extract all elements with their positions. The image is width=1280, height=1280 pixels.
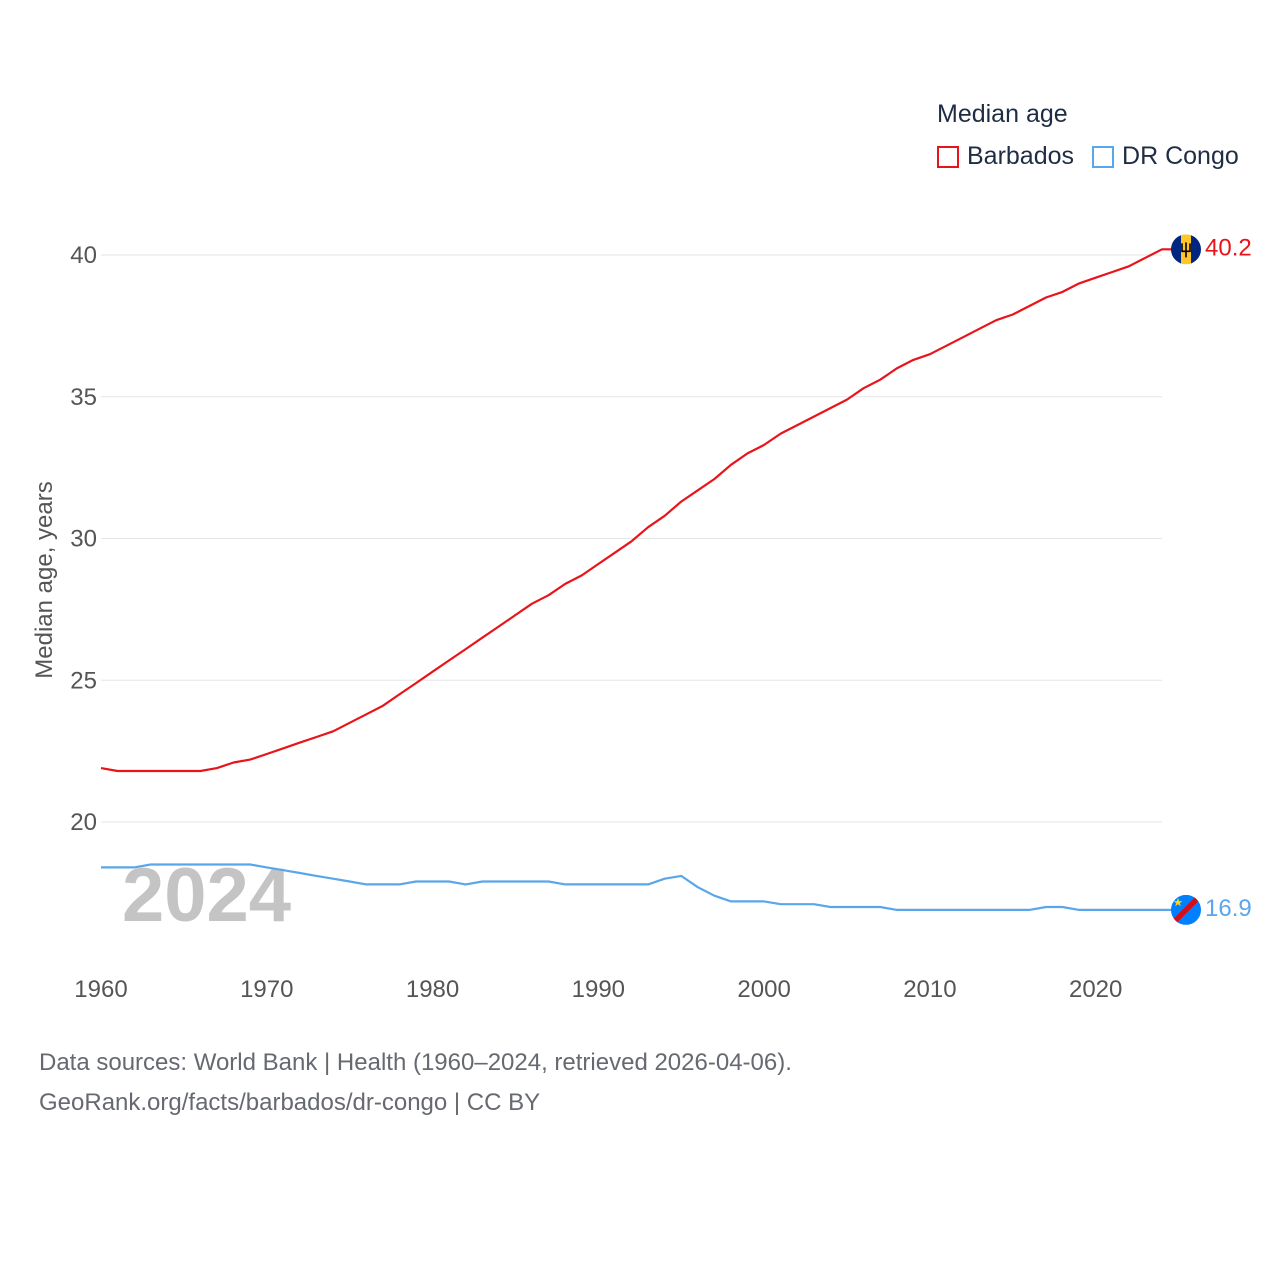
end-label-dr-congo: 16.9 (1205, 895, 1252, 922)
sources-line-2[interactable]: GeoRank.org/facts/barbados/dr-congo | CC… (39, 1089, 541, 1116)
dr-congo-flag-icon (1171, 894, 1201, 925)
sources-line-1: Data sources: World Bank | Health (1960–… (39, 1049, 792, 1076)
x-tick-label: 1960 (74, 976, 127, 1003)
y-axis-label: Median age, years (31, 481, 58, 678)
series-line-dr-congo[interactable] (101, 863, 1174, 912)
y-tick-label: 30 (70, 526, 97, 553)
x-tick-label: 1990 (572, 976, 625, 1003)
legend-swatch-barbados (937, 145, 959, 168)
x-tick-label: 2000 (737, 976, 790, 1003)
y-tick-label: 35 (70, 384, 97, 411)
legend-label-barbados: Barbados (967, 142, 1075, 170)
grid-lines (101, 254, 1162, 823)
y-tick-label: 20 (70, 809, 97, 836)
x-tick-label: 2010 (903, 976, 956, 1003)
legend-item-dr-congo[interactable]: DR Congo (1092, 142, 1239, 171)
x-tick-label: 1970 (240, 976, 293, 1003)
data-sources: Data sources: World Bank | Health (1960–… (39, 1043, 792, 1123)
end-label-barbados: 40.2 (1205, 234, 1252, 261)
y-axis-ticks: 20 25 30 35 40 (70, 242, 97, 836)
x-tick-label: 1980 (406, 976, 459, 1003)
x-axis-ticks: 1960 1970 1980 1990 2000 2010 2020 (74, 976, 1122, 1003)
legend-item-barbados[interactable]: Barbados (937, 142, 1074, 171)
y-tick-label: 25 (70, 667, 97, 694)
series-line-barbados[interactable] (100, 248, 1174, 773)
legend-title: Median age (937, 100, 1068, 128)
series-lines (100, 248, 1174, 912)
legend-swatch-dr-congo (1092, 145, 1115, 168)
x-tick-label: 2020 (1069, 976, 1122, 1003)
barbados-flag-icon (1171, 234, 1201, 265)
legend-label-dr-congo: DR Congo (1122, 142, 1239, 170)
legend: Barbados DR Congo (937, 142, 1257, 171)
y-tick-label: 40 (70, 242, 97, 269)
